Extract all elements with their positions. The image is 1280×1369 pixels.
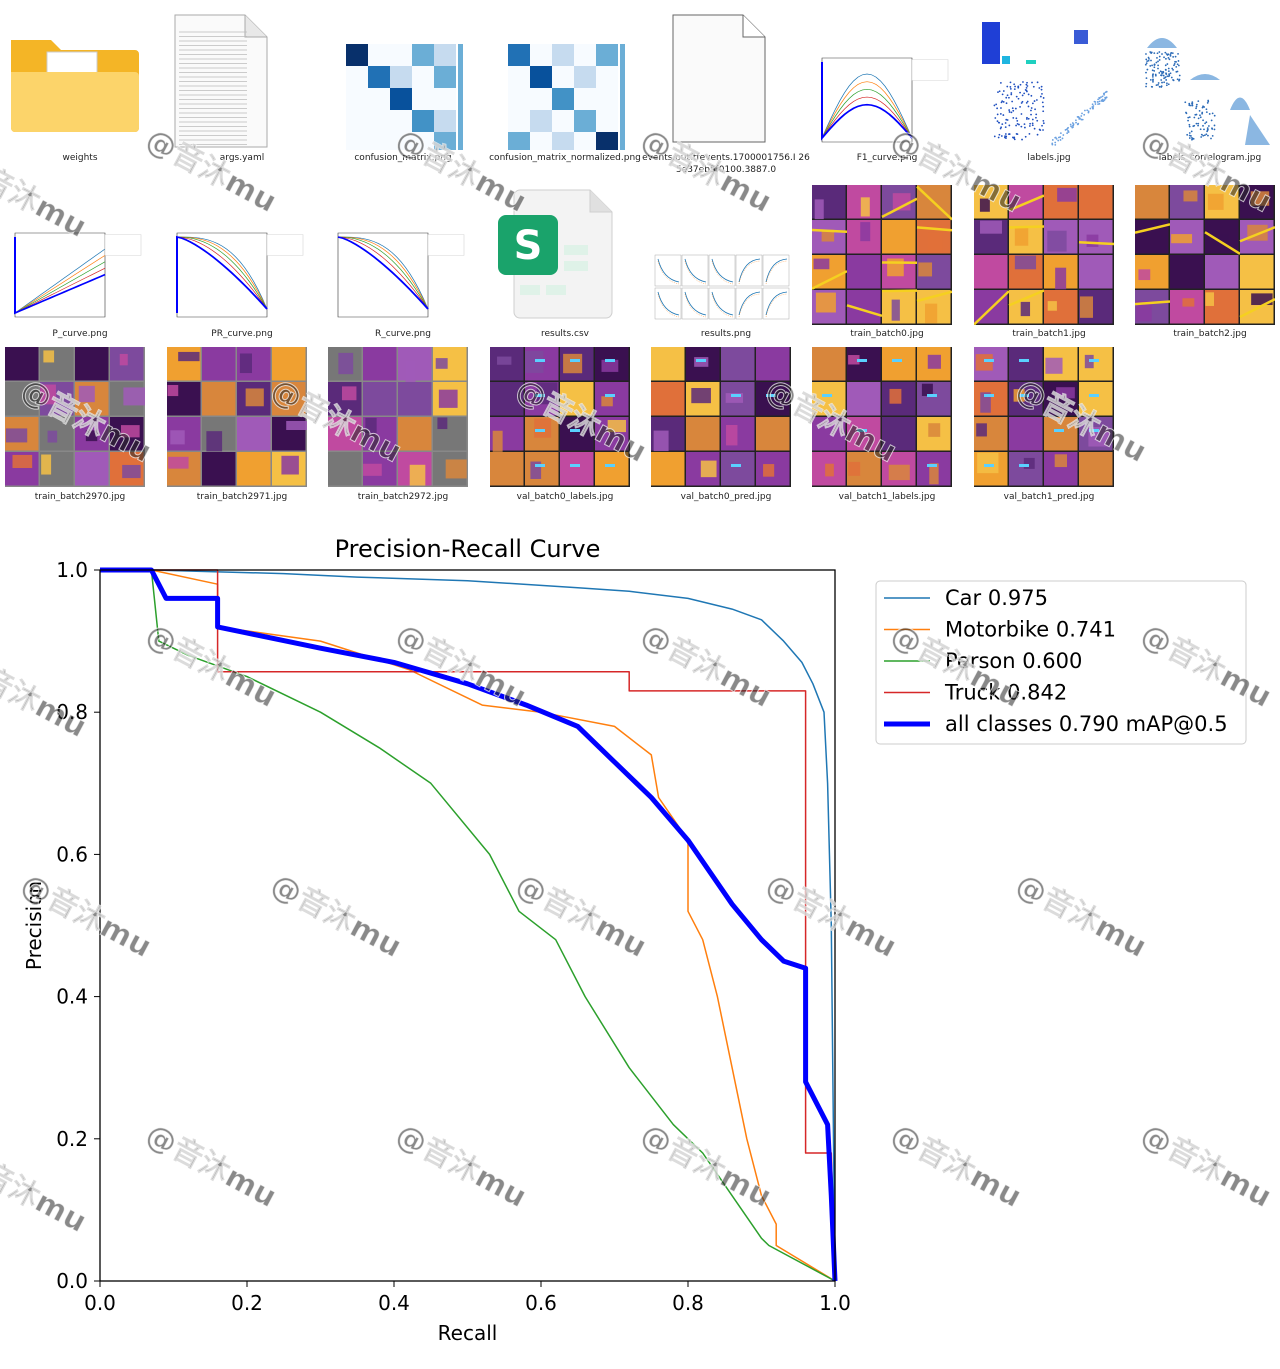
file-name-label: weights — [0, 152, 165, 164]
image-thumbnail[interactable] — [5, 347, 155, 487]
y-tick-label: 1.0 — [56, 558, 88, 582]
y-tick-label: 0.8 — [56, 700, 88, 724]
y-tick-label: 0.2 — [56, 1127, 88, 1151]
image-thumbnail[interactable] — [974, 347, 1124, 487]
series-line-3 — [100, 570, 835, 1281]
series-line-0 — [100, 570, 835, 1281]
x-tick-label: 0.0 — [84, 1291, 116, 1315]
file-name-label: train_batch2971.jpg — [157, 491, 327, 503]
file-name-label: train_batch1.jpg — [964, 328, 1134, 340]
series-line-1 — [100, 570, 835, 1281]
x-tick-label: 0.6 — [525, 1291, 557, 1315]
file-name-label: train_batch2.jpg — [1125, 328, 1280, 340]
file-name-label: val_batch1_labels.jpg — [802, 491, 972, 503]
plot-frame — [100, 570, 835, 1281]
file-name-label: confusion_matrix.png — [318, 152, 488, 164]
y-tick-label: 0.6 — [56, 842, 88, 866]
x-tick-label: 1.0 — [819, 1291, 851, 1315]
file-icon[interactable] — [651, 10, 801, 150]
y-tick-label: 0.4 — [56, 985, 88, 1009]
file-name-label: train_batch2972.jpg — [318, 491, 488, 503]
chart-title: Precision-Recall Curve — [335, 535, 601, 563]
pr-curve-chart: Precision-Recall Curve 0.0 0.2 0.4 0.6 0.8 1.0… — [0, 525, 1280, 1365]
file-name-label: P_curve.png — [0, 328, 165, 340]
y-tick-label: 0.0 — [56, 1269, 88, 1293]
x-tick-label: 0.2 — [231, 1291, 263, 1315]
image-thumbnail[interactable] — [974, 10, 1124, 150]
legend-entry-1: Motorbike 0.741 — [945, 618, 1116, 642]
image-thumbnail[interactable] — [651, 185, 801, 325]
image-thumbnail[interactable] — [490, 10, 640, 150]
legend-entry-3: Truck 0.842 — [944, 681, 1067, 705]
image-thumbnail[interactable] — [812, 347, 962, 487]
file-icon[interactable]: S — [490, 185, 640, 325]
file-name-label: val_batch0_pred.jpg — [641, 491, 811, 503]
file-name-label: val_batch0_labels.jpg — [480, 491, 650, 503]
x-tick-label: 0.4 — [378, 1291, 410, 1315]
file-name-label: labels_correlogram.jpg — [1125, 152, 1280, 164]
file-name-label: train_batch2970.jpg — [0, 491, 165, 503]
x-tick-label: 0.8 — [672, 1291, 704, 1315]
pr-curve-svg: Precision-Recall Curve 0.0 0.2 0.4 0.6 0.8 1.0… — [0, 525, 1280, 1365]
image-thumbnail[interactable] — [974, 185, 1124, 325]
image-thumbnail[interactable] — [812, 185, 962, 325]
file-name-label: val_batch1_pred.jpg — [964, 491, 1134, 503]
image-thumbnail[interactable] — [328, 347, 478, 487]
image-thumbnail[interactable] — [812, 10, 962, 150]
image-thumbnail[interactable] — [167, 347, 317, 487]
file-name-label: F1_curve.png — [802, 152, 972, 164]
svg-text:S: S — [514, 223, 543, 269]
legend-entry-0: Car 0.975 — [945, 586, 1048, 610]
y-axis-label: Precision — [22, 881, 46, 970]
image-thumbnail[interactable] — [490, 347, 640, 487]
file-name-label: train_batch0.jpg — [802, 328, 972, 340]
series-line-4 — [100, 570, 835, 1281]
file-name-label: confusion_matrix_normalized.png — [480, 152, 650, 164]
file-name-label: labels.jpg — [964, 152, 1134, 164]
image-thumbnail[interactable] — [328, 185, 478, 325]
file-name-label: events.out.tfevents.1700001756.I 265e37e… — [641, 152, 811, 176]
file-name-label: R_curve.png — [318, 328, 488, 340]
x-axis-label: Recall — [438, 1321, 498, 1345]
legend-entry-4: all classes 0.790 mAP@0.5 — [945, 712, 1228, 736]
file-name-label: args.yaml — [157, 152, 327, 164]
file-name-label: PR_curve.png — [157, 328, 327, 340]
image-thumbnail[interactable] — [1135, 10, 1280, 150]
image-thumbnail[interactable] — [167, 185, 317, 325]
file-name-label: results.png — [641, 328, 811, 340]
legend-entry-2: Person 0.600 — [945, 649, 1082, 673]
image-thumbnail[interactable] — [1135, 185, 1280, 325]
file-name-label: results.csv — [480, 328, 650, 340]
image-thumbnail[interactable] — [651, 347, 801, 487]
image-thumbnail[interactable] — [328, 10, 478, 150]
image-thumbnail[interactable] — [5, 185, 155, 325]
series-line-2 — [100, 570, 835, 1281]
folder-icon[interactable] — [5, 10, 155, 150]
file-icon[interactable] — [167, 10, 317, 150]
